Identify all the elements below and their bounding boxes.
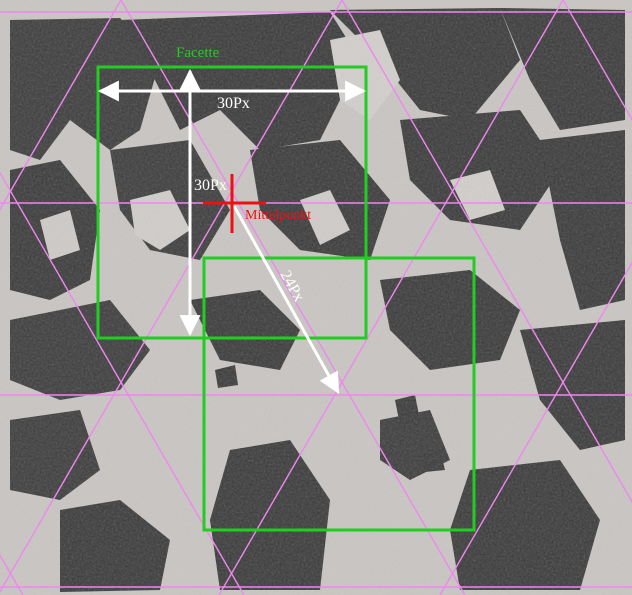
facet-box-upper [96,65,368,340]
grid-line-diagonal [439,261,632,595]
height-label: 30Px [194,177,227,194]
facet-box-lower [202,256,476,532]
grid-line-diagonal [341,0,632,504]
grid-line-diagonal [218,0,564,595]
facet-label: Facette [176,45,220,61]
offset-arrow [232,205,340,394]
center-label: Mittelpunkt [245,208,311,223]
width-label: 30Px [217,95,250,112]
grid-line-diagonal [0,171,245,595]
grid-line-diagonal [0,0,122,211]
grid-line-diagonal [562,0,632,121]
center-mark [203,174,266,233]
